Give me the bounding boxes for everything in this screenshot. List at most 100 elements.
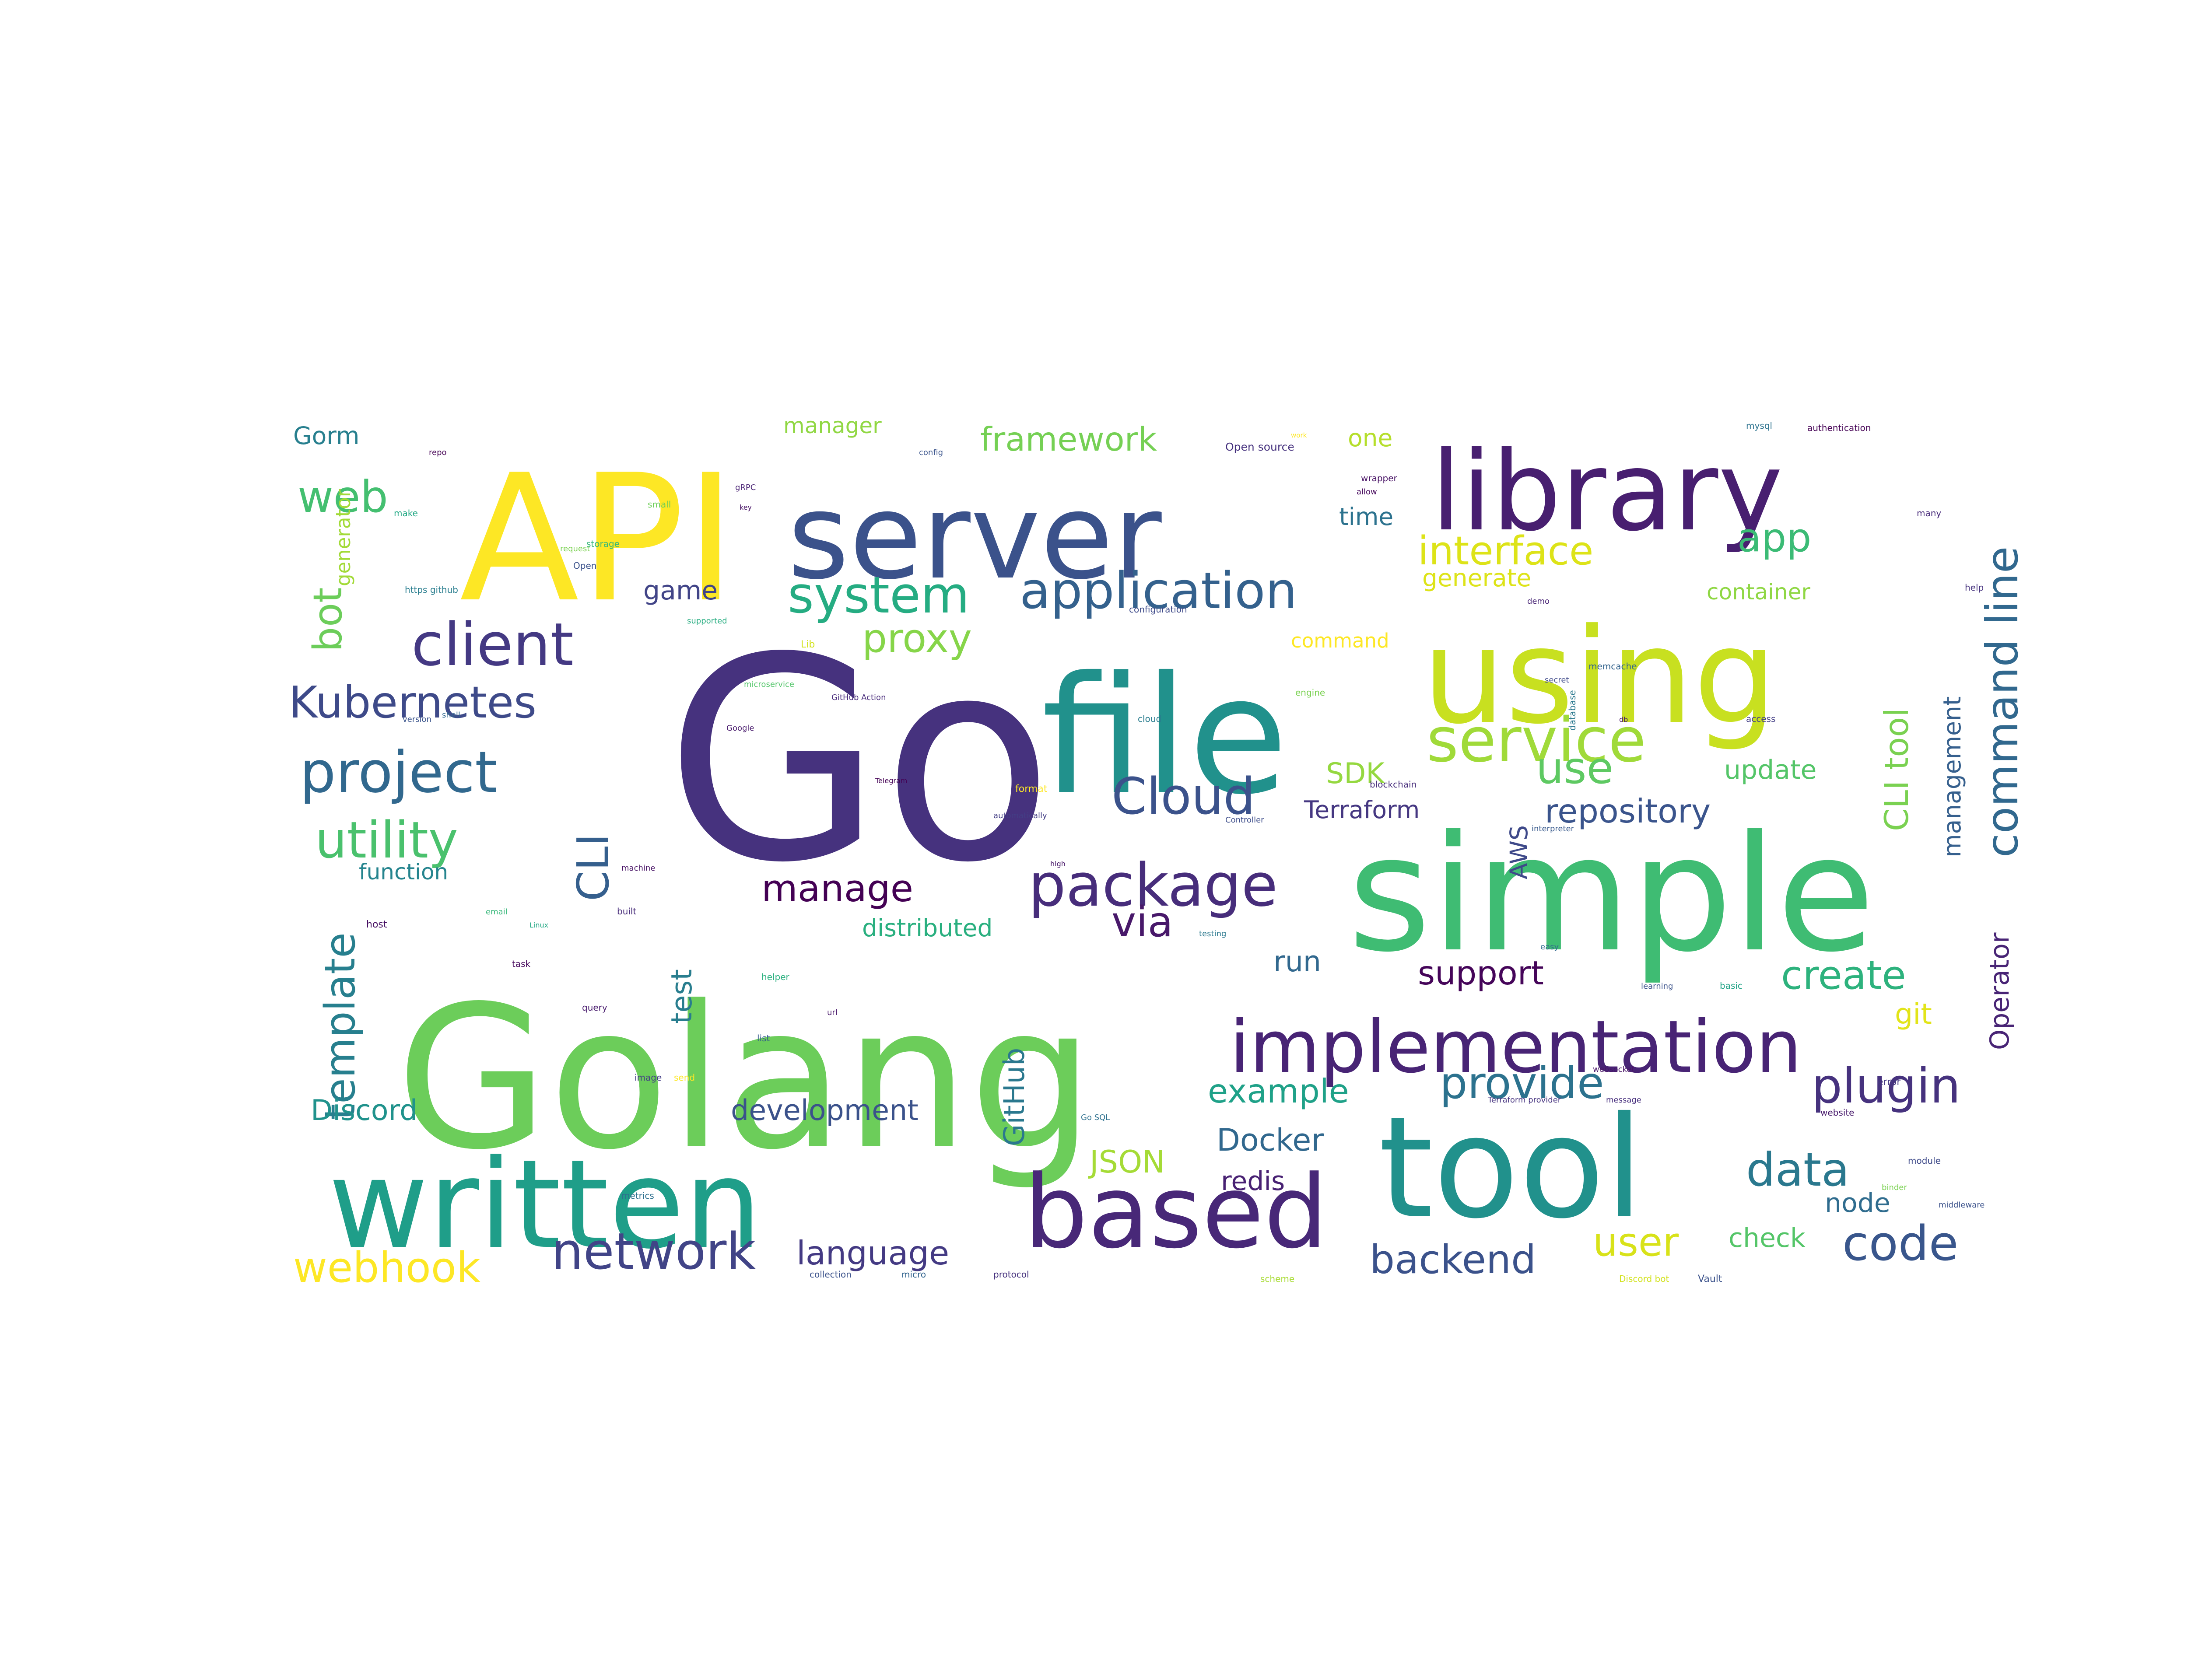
- word-cloud-word: web: [298, 471, 388, 522]
- word-cloud-word: key: [740, 503, 752, 511]
- word-cloud-word: GitHub Action: [831, 693, 886, 702]
- word-cloud-word: library: [1431, 428, 1783, 555]
- word-cloud-word: Controller: [1225, 816, 1264, 825]
- word-cloud-word: Gorm: [293, 422, 360, 450]
- word-cloud-word: email: [486, 907, 508, 917]
- word-cloud-word: written: [328, 1134, 762, 1276]
- word-cloud-word: https github: [405, 584, 458, 595]
- word-cloud-word: Terraform provider: [1487, 1096, 1561, 1105]
- word-cloud-word: automatically: [993, 811, 1047, 820]
- word-cloud-word: system: [788, 566, 970, 625]
- word-cloud-word: game: [643, 575, 718, 606]
- word-cloud-word: webhook: [293, 1244, 480, 1292]
- word-cloud-word: Open source: [1225, 441, 1294, 453]
- word-cloud-word: service: [1427, 705, 1646, 776]
- word-cloud-word: binder: [1882, 1183, 1907, 1192]
- word-cloud-word: development: [731, 1094, 919, 1127]
- word-cloud-word: task: [512, 959, 531, 969]
- word-cloud-word: user: [1593, 1219, 1679, 1265]
- word-cloud-word: websocket: [1593, 1065, 1634, 1074]
- word-cloud-word: based: [1024, 1154, 1328, 1271]
- word-cloud-word: run: [1273, 945, 1321, 978]
- word-cloud-word: utility: [315, 811, 458, 870]
- word-cloud-word: code: [1842, 1215, 1958, 1271]
- word-cloud-word: middleware: [1939, 1200, 1985, 1210]
- word-cloud-word: using: [1422, 600, 1777, 753]
- word-cloud-word: API: [459, 438, 736, 641]
- word-cloud-word: check: [1729, 1223, 1806, 1253]
- word-cloud-word: scheme: [1260, 1274, 1294, 1284]
- word-cloud-word: supported: [687, 616, 727, 626]
- word-cloud-word: Terraform: [1304, 796, 1420, 824]
- word-cloud-word: db: [1619, 715, 1628, 724]
- word-cloud-word: Lib: [801, 639, 815, 650]
- word-cloud-word: test: [666, 969, 698, 1024]
- word-cloud-word: learning: [1641, 982, 1673, 991]
- word-cloud-word: easy: [1540, 942, 1559, 952]
- word-cloud-word: list: [757, 1033, 770, 1043]
- word-cloud-word: AWS: [1505, 825, 1533, 879]
- word-cloud-word: demo: [1527, 597, 1550, 606]
- word-cloud-word: framework: [980, 420, 1157, 458]
- word-cloud-word: shell: [442, 710, 460, 720]
- word-cloud-word: blockchain: [1370, 779, 1417, 790]
- word-cloud-word: microservice: [744, 680, 794, 689]
- word-cloud-word: Open: [573, 560, 596, 571]
- word-cloud-word: Linux: [529, 921, 548, 929]
- word-cloud-word: website: [1820, 1107, 1854, 1118]
- word-cloud-word: generate: [1422, 564, 1531, 592]
- word-cloud-word: application: [1020, 562, 1297, 620]
- word-cloud-word: GitHub: [998, 1048, 1031, 1146]
- word-cloud-word: micro: [901, 1269, 926, 1280]
- word-cloud-word: interpreter: [1532, 824, 1574, 833]
- word-cloud-word: Telegram: [875, 777, 907, 785]
- word-cloud-word: SDK: [1326, 757, 1385, 790]
- word-cloud-word: command line: [1977, 546, 2028, 858]
- word-cloud-word: protocol: [993, 1269, 1029, 1280]
- word-cloud-word: plugin: [1812, 1058, 1960, 1114]
- word-cloud-word: git: [1895, 998, 1932, 1031]
- word-cloud-word: helper: [761, 972, 790, 982]
- word-cloud-word: generator: [332, 489, 355, 586]
- word-cloud-word: Go SQL: [1081, 1113, 1110, 1122]
- word-cloud-word: secret: [1545, 676, 1569, 685]
- word-cloud-word: Go: [665, 598, 1054, 924]
- word-cloud-word: help: [1965, 582, 1984, 593]
- word-cloud-word: simple: [1348, 802, 1875, 987]
- word-cloud-word: access: [1746, 714, 1775, 724]
- word-cloud-word: request: [560, 544, 590, 553]
- word-cloud-word: function: [359, 859, 448, 885]
- word-cloud-word: provide: [1440, 1057, 1604, 1109]
- word-cloud-word: implementation: [1230, 1005, 1802, 1089]
- word-cloud-word: Discord bot: [1619, 1274, 1669, 1284]
- word-cloud-word: authentication: [1807, 423, 1871, 433]
- word-cloud-word: use: [1536, 742, 1613, 794]
- word-cloud-word: database: [1567, 690, 1578, 731]
- word-cloud-word: CLI tool: [1877, 708, 1916, 831]
- word-cloud-word: Docker: [1217, 1122, 1324, 1158]
- word-cloud-word: management: [1938, 696, 1966, 858]
- word-cloud-word: time: [1339, 503, 1393, 531]
- word-cloud-word: message: [1606, 1096, 1641, 1105]
- word-cloud-word: allow: [1357, 487, 1377, 497]
- word-cloud-word: Discord: [311, 1094, 417, 1127]
- word-cloud-word: storage: [586, 539, 620, 549]
- word-cloud-word: bot: [305, 588, 351, 652]
- word-cloud-word: host: [366, 919, 387, 930]
- word-cloud-word: project: [300, 739, 497, 805]
- word-cloud-word: Cloud: [1112, 767, 1255, 826]
- word-cloud-word: redis: [1221, 1166, 1285, 1197]
- word-cloud-word: machine: [621, 864, 655, 873]
- word-cloud-word: CLI: [568, 833, 619, 901]
- word-cloud-word: cloud: [1138, 714, 1161, 724]
- word-cloud-word: mysql: [1746, 420, 1772, 431]
- word-cloud-word: metrics: [621, 1190, 654, 1201]
- word-cloud-word: repo: [429, 448, 447, 457]
- word-cloud-word: basic: [1720, 980, 1743, 991]
- word-cloud-word: file: [1041, 642, 1288, 830]
- word-cloud-word: JSON: [1088, 1144, 1165, 1180]
- word-cloud-word: Operator: [1985, 932, 2015, 1050]
- word-cloud-word: tool: [1378, 1087, 1644, 1250]
- word-cloud-word: small: [648, 499, 671, 510]
- word-cloud-word: many: [1917, 508, 1941, 518]
